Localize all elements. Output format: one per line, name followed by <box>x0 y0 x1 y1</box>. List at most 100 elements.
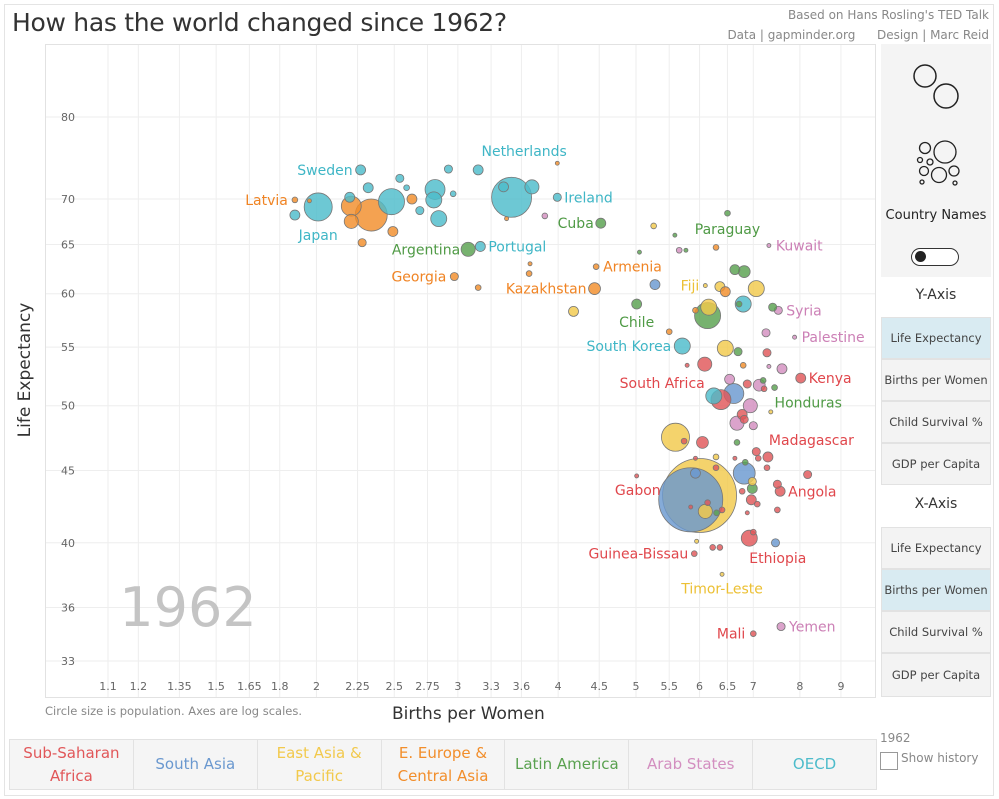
bubble[interactable] <box>705 387 723 405</box>
bubble[interactable] <box>724 373 735 385</box>
two-circles-icon[interactable] <box>913 64 959 109</box>
bubble[interactable] <box>672 232 678 238</box>
bubble-ireland[interactable] <box>552 192 562 202</box>
bubble[interactable] <box>753 500 761 508</box>
bubble[interactable] <box>738 487 746 495</box>
bubble-kuwait[interactable] <box>766 243 772 248</box>
bubble-fiji[interactable] <box>702 283 708 288</box>
bubble[interactable] <box>745 494 757 506</box>
bubble-argentina[interactable] <box>460 241 476 257</box>
bubble-madagascar[interactable] <box>762 451 774 463</box>
bubble[interactable] <box>772 479 782 489</box>
legend-south-asia[interactable]: South Asia <box>134 740 258 789</box>
bubble-paraguay[interactable] <box>724 209 731 217</box>
bubble[interactable] <box>760 385 768 393</box>
bubble[interactable] <box>716 544 724 551</box>
bubble-chile[interactable] <box>631 298 643 310</box>
bubble[interactable] <box>803 470 813 480</box>
y-option-life-expectancy[interactable]: Life Expectancy <box>881 317 991 359</box>
bubble[interactable] <box>768 409 774 415</box>
credit-data-link[interactable]: Data | gapminder.org <box>727 28 856 42</box>
bubble[interactable] <box>766 364 772 369</box>
bubble[interactable] <box>658 467 724 533</box>
bubble[interactable] <box>763 464 771 472</box>
bubble[interactable] <box>696 436 709 449</box>
bubble[interactable] <box>751 447 761 457</box>
x-option-life-expectancy[interactable]: Life Expectancy <box>881 527 991 569</box>
x-option-gdp-per-capita[interactable]: GDP per Capita <box>881 653 991 697</box>
bubble[interactable] <box>742 379 752 389</box>
bubble[interactable] <box>525 270 533 277</box>
legend-east-asia-pacific[interactable]: East Asia & Pacific <box>258 740 382 789</box>
bubble[interactable] <box>661 422 690 452</box>
bubble[interactable] <box>747 280 765 298</box>
bubble[interactable] <box>771 538 780 548</box>
bubble[interactable] <box>774 506 781 514</box>
bubble[interactable] <box>742 398 758 414</box>
bubble[interactable] <box>733 347 743 357</box>
bubble[interactable] <box>733 439 741 446</box>
bubble[interactable] <box>737 265 751 278</box>
bubble[interactable] <box>712 464 720 472</box>
bubble-mali[interactable] <box>750 630 757 637</box>
bubble-latvia[interactable] <box>291 196 299 204</box>
bubble[interactable] <box>713 509 720 517</box>
y-option-child-survival[interactable]: Child Survival % <box>881 401 991 443</box>
bubble[interactable] <box>362 182 374 194</box>
bubble-south-africa[interactable] <box>697 356 713 372</box>
bubble-kenya[interactable] <box>795 372 807 384</box>
bubble-guinea-bissau[interactable] <box>691 550 698 557</box>
bubble[interactable] <box>443 164 453 174</box>
bubble[interactable] <box>449 190 457 198</box>
bubble-south-korea[interactable] <box>673 337 691 355</box>
bubble[interactable] <box>343 213 359 229</box>
bubble[interactable] <box>524 179 540 195</box>
bubble[interactable] <box>732 455 738 461</box>
bubble[interactable] <box>748 421 758 431</box>
bubble[interactable] <box>403 184 410 192</box>
bubble[interactable] <box>504 216 510 222</box>
bubble-georgia[interactable] <box>449 272 459 282</box>
bubble[interactable] <box>719 286 731 298</box>
country-names-toggle[interactable] <box>911 248 959 266</box>
bubble[interactable] <box>754 455 762 462</box>
bubble[interactable] <box>761 328 771 338</box>
bubble[interactable] <box>718 506 726 514</box>
legend-arab-states[interactable]: Arab States <box>629 740 754 789</box>
bubble[interactable] <box>741 459 749 466</box>
bubble[interactable] <box>739 362 747 369</box>
bubble-honduras[interactable] <box>771 384 778 391</box>
bubble[interactable] <box>289 209 301 221</box>
bubble[interactable] <box>692 307 699 314</box>
y-option-births-per-women[interactable]: Births per Women <box>881 359 991 401</box>
bubble[interactable] <box>704 499 711 506</box>
legend-sub-saharan-africa[interactable]: Sub-Saharan Africa <box>10 740 134 789</box>
bubble[interactable] <box>762 348 772 358</box>
bubble[interactable] <box>395 173 405 183</box>
bubble-gabon[interactable] <box>634 473 640 479</box>
checkbox-box[interactable] <box>880 752 898 770</box>
bubble[interactable] <box>759 377 767 384</box>
bubble[interactable] <box>357 238 367 248</box>
bubble[interactable] <box>680 437 688 445</box>
x-option-births-per-women[interactable]: Births per Women <box>881 569 991 611</box>
bubble[interactable] <box>747 476 757 486</box>
bubble[interactable] <box>665 328 673 336</box>
bubble[interactable] <box>474 284 482 291</box>
bubble[interactable] <box>768 302 778 312</box>
bubble[interactable] <box>729 264 741 276</box>
show-history-checkbox[interactable]: Show history <box>880 751 978 770</box>
bubble[interactable] <box>716 339 734 357</box>
many-circles-icon[interactable] <box>916 140 960 186</box>
bubble-armenia[interactable] <box>592 263 600 270</box>
x-option-child-survival[interactable]: Child Survival % <box>881 611 991 653</box>
bubble[interactable] <box>684 362 690 368</box>
bubble[interactable] <box>306 198 312 204</box>
bubble[interactable] <box>637 249 642 255</box>
bubble-palestine[interactable] <box>792 334 798 340</box>
bubble-sweden[interactable] <box>355 164 367 176</box>
bubble[interactable] <box>554 160 560 166</box>
bubble[interactable] <box>568 305 579 317</box>
bubble[interactable] <box>712 244 720 251</box>
legend-latin-america[interactable]: Latin America <box>505 740 630 789</box>
